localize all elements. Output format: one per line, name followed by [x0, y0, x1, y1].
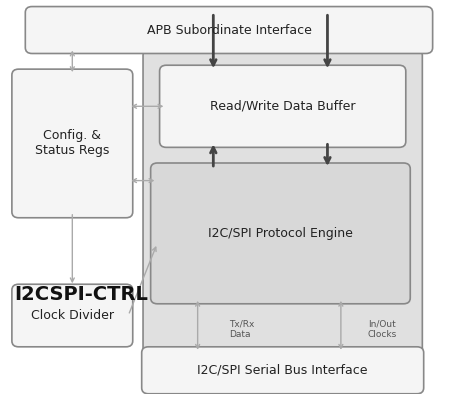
Text: In/Out
Clocks: In/Out Clocks	[368, 320, 397, 339]
Text: I2C/SPI Protocol Engine: I2C/SPI Protocol Engine	[208, 227, 353, 240]
Text: Config. &
Status Regs: Config. & Status Regs	[35, 130, 110, 158]
FancyBboxPatch shape	[142, 347, 424, 394]
FancyBboxPatch shape	[12, 69, 133, 218]
Text: Tx/Rx
Data: Tx/Rx Data	[229, 320, 254, 339]
Text: I2CSPI-CTRL: I2CSPI-CTRL	[14, 284, 148, 303]
FancyBboxPatch shape	[159, 65, 406, 147]
FancyBboxPatch shape	[12, 284, 133, 347]
Text: Clock Divider: Clock Divider	[31, 309, 114, 322]
FancyBboxPatch shape	[151, 163, 410, 304]
Text: Read/Write Data Buffer: Read/Write Data Buffer	[210, 100, 356, 113]
Text: APB Subordinate Interface: APB Subordinate Interface	[146, 24, 312, 37]
FancyBboxPatch shape	[143, 51, 423, 357]
FancyBboxPatch shape	[25, 7, 433, 54]
Text: I2C/SPI Serial Bus Interface: I2C/SPI Serial Bus Interface	[198, 364, 368, 377]
